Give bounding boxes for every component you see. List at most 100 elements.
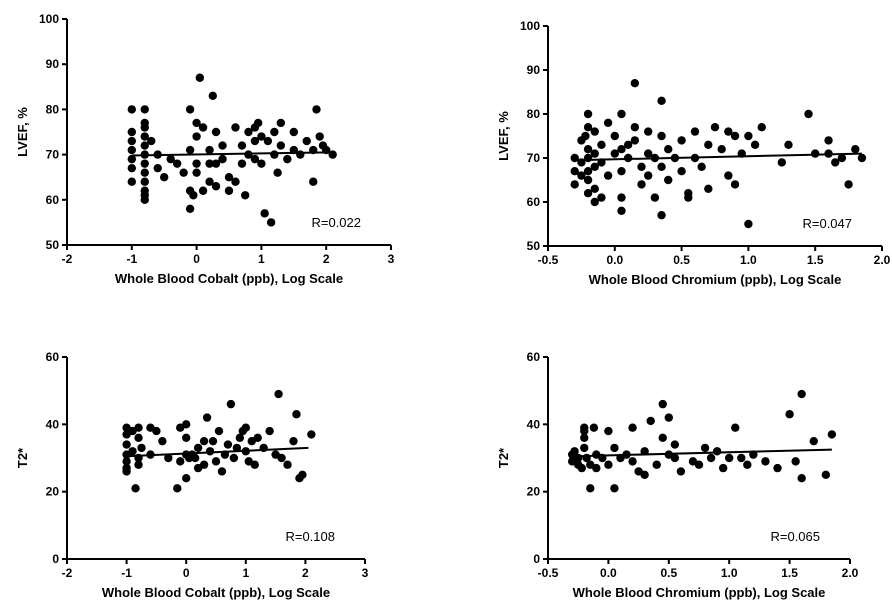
data-point bbox=[610, 131, 619, 141]
data-point bbox=[211, 457, 221, 466]
data-point bbox=[824, 136, 833, 145]
data-point bbox=[127, 163, 136, 173]
data-point bbox=[302, 136, 311, 146]
y-axis-title: LVEF, % bbox=[496, 111, 511, 161]
r-value-label: R=0.047 bbox=[802, 216, 852, 231]
x-tick-label: 0.5 bbox=[673, 253, 690, 267]
data-point bbox=[276, 118, 286, 128]
data-point bbox=[260, 209, 269, 218]
data-point bbox=[851, 145, 860, 154]
chart-t2-cobalt: 0 20 40 60 -2 -1 0 1 2 3 Whole Blood Cobalt (ppb),… bbox=[15, 350, 369, 600]
data-point bbox=[283, 460, 292, 469]
x-tick-label: -0.5 bbox=[538, 566, 559, 580]
y-tick-label: 0 bbox=[52, 552, 59, 566]
data-point bbox=[253, 118, 263, 128]
data-point bbox=[657, 131, 666, 141]
data-point bbox=[193, 443, 203, 453]
data-point bbox=[637, 180, 646, 189]
data-point bbox=[140, 159, 149, 168]
data-point bbox=[224, 173, 234, 182]
data-point bbox=[610, 443, 619, 453]
data-point bbox=[570, 180, 579, 189]
data-point bbox=[179, 168, 188, 177]
data-point bbox=[743, 460, 752, 469]
data-point bbox=[658, 433, 667, 442]
data-point bbox=[266, 218, 276, 227]
y-tick-label: 100 bbox=[39, 12, 59, 26]
data-point bbox=[583, 145, 593, 154]
data-point bbox=[604, 426, 613, 436]
data-point bbox=[195, 73, 205, 82]
data-point bbox=[140, 168, 149, 177]
data-point bbox=[128, 447, 137, 456]
data-point bbox=[676, 467, 686, 476]
data-point bbox=[580, 426, 589, 436]
x-axis-title: Whole Blood Chromium (ppb), Log Scale bbox=[589, 272, 842, 287]
regression-line bbox=[126, 446, 309, 458]
data-point bbox=[700, 443, 710, 453]
data-point bbox=[821, 470, 831, 480]
data-point bbox=[717, 145, 726, 154]
data-point bbox=[241, 423, 250, 432]
x-axis-title: Whole Blood Chromium (ppb), Log Scale bbox=[573, 585, 826, 600]
data-point bbox=[307, 430, 316, 439]
data-point bbox=[590, 197, 599, 207]
x-tick-label: 0 bbox=[183, 566, 190, 580]
data-point bbox=[257, 132, 266, 141]
data-point bbox=[704, 184, 713, 193]
regression-line bbox=[131, 151, 330, 157]
data-point bbox=[797, 389, 806, 399]
x-tick-label: 3 bbox=[362, 566, 369, 580]
data-point bbox=[583, 189, 593, 198]
data-point bbox=[127, 136, 136, 146]
data-point bbox=[205, 145, 214, 155]
data-point bbox=[185, 204, 195, 214]
chart-lvef-cobalt: 50 60 70 80 90 100 -2 -1 0 1 2 3 Whole Blood Cobalt … bbox=[15, 12, 395, 286]
x-tick-label: 0.5 bbox=[660, 566, 677, 580]
data-point bbox=[623, 140, 633, 149]
data-point bbox=[650, 193, 660, 202]
data-point bbox=[804, 109, 813, 119]
data-point bbox=[292, 410, 301, 419]
y-tick-label: 90 bbox=[527, 63, 541, 77]
data-point bbox=[134, 433, 143, 442]
data-point bbox=[797, 474, 806, 483]
data-point bbox=[630, 79, 640, 88]
x-tick-label: -0.5 bbox=[538, 253, 559, 267]
data-point bbox=[296, 150, 305, 159]
data-point bbox=[122, 440, 131, 449]
data-point bbox=[182, 433, 191, 442]
x-tick-label: -1 bbox=[126, 252, 137, 266]
data-point bbox=[229, 453, 239, 463]
x-tick-label: 1.5 bbox=[781, 566, 798, 580]
y-tick-label: 50 bbox=[527, 239, 541, 253]
data-point bbox=[172, 159, 182, 168]
data-point bbox=[140, 191, 149, 200]
data-point bbox=[226, 399, 236, 409]
y-tick-label: 50 bbox=[46, 238, 60, 252]
regression-line bbox=[574, 152, 862, 162]
y-tick-label: 60 bbox=[527, 195, 541, 209]
chart-lvef-chromium: 50 60 70 80 90 100 -0.5 0.0 0.5 1.0 1.5 2.0 Whole Bl… bbox=[496, 19, 891, 287]
data-point bbox=[630, 136, 640, 145]
r-value-label: R=0.108 bbox=[285, 529, 335, 544]
data-point bbox=[857, 153, 867, 163]
data-point bbox=[773, 463, 782, 473]
data-point bbox=[218, 141, 227, 150]
data-point bbox=[684, 193, 693, 202]
data-point bbox=[192, 132, 201, 141]
x-tick-label: 0.0 bbox=[600, 566, 617, 580]
data-point bbox=[710, 123, 720, 132]
data-point bbox=[298, 470, 307, 480]
data-point bbox=[644, 127, 653, 136]
data-point bbox=[122, 467, 131, 476]
x-tick-label: 1.0 bbox=[740, 253, 757, 267]
r-value-label: R=0.065 bbox=[770, 529, 820, 544]
data-point bbox=[257, 159, 266, 168]
data-point bbox=[628, 423, 637, 432]
data-point bbox=[224, 186, 234, 195]
data-point bbox=[577, 171, 586, 180]
data-point bbox=[657, 162, 666, 171]
x-tick-label: 2 bbox=[302, 566, 309, 580]
data-point bbox=[580, 443, 589, 453]
